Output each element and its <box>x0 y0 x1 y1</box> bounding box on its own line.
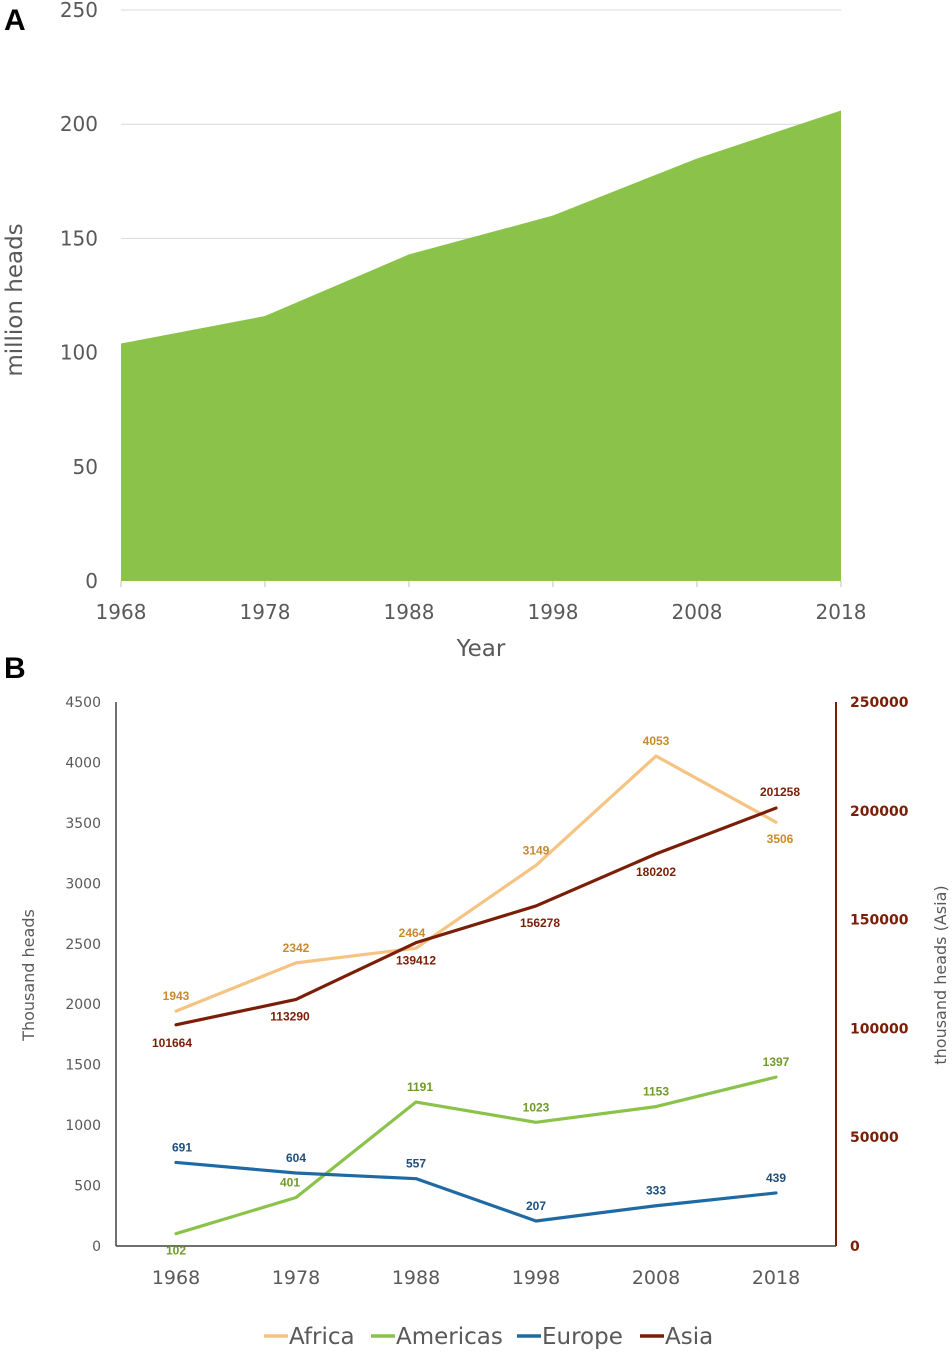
x-tick-label: 2018 <box>816 600 867 624</box>
right-tick-label: 50000 <box>850 1130 899 1146</box>
area-series <box>121 110 841 581</box>
x-tick-label: 1988 <box>392 1267 440 1289</box>
chart-a-y-axis-title: million heads <box>2 223 28 376</box>
x-tick-label: 1968 <box>152 1267 200 1289</box>
data-label-africa: 4053 <box>643 734 670 748</box>
series-line-americas <box>174 1075 778 1236</box>
right-tick-label: 200000 <box>850 804 909 820</box>
chart-b: B 0 500 1000 1500 2000 2500 3000 3500 4000 4500 0… <box>4 652 950 1350</box>
chart-b-right-ticks: 0 50000 100000 150000 200000 250000 <box>850 695 909 1255</box>
legend-label-americas: Americas <box>396 1324 503 1350</box>
chart-b-left-ticks: 0 500 1000 1500 2000 2500 3000 3500 4000 4500 <box>65 695 101 1255</box>
left-tick-label: 4500 <box>65 695 101 711</box>
data-label-americas: 1191 <box>407 1080 433 1094</box>
chart-b-series-lines <box>174 754 778 1236</box>
data-label-africa: 3149 <box>523 843 550 857</box>
y-tick-label: 50 <box>73 455 98 479</box>
chart-b-data-labels: 1943 2342 2464 3149 4053 3506 102 401 1191 1023 11… <box>152 734 800 1258</box>
left-tick-label: 3500 <box>65 816 101 832</box>
data-label-europe: 439 <box>766 1171 786 1185</box>
y-tick-label: 150 <box>60 226 98 250</box>
panel-a-label: A <box>4 4 26 37</box>
data-label-africa: 3506 <box>767 832 794 846</box>
x-tick-label: 1998 <box>512 1267 560 1289</box>
right-tick-label: 100000 <box>850 1021 909 1037</box>
legend-label-asia: Asia <box>665 1324 713 1350</box>
chart-a-y-ticks: 0 50 100 150 200 250 <box>60 0 98 593</box>
data-label-africa: 1943 <box>163 989 190 1003</box>
data-label-americas: 1023 <box>523 1100 550 1114</box>
right-tick-label: 250000 <box>850 695 909 711</box>
chart-a-x-axis-title: Year <box>456 636 506 662</box>
x-tick-label: 2018 <box>752 1267 800 1289</box>
data-label-asia: 201258 <box>760 785 800 799</box>
left-tick-label: 1500 <box>65 1058 101 1074</box>
series-line-africa <box>174 754 778 1013</box>
left-tick-label: 0 <box>92 1239 101 1255</box>
chart-b-left-axis-title: Thousand heads <box>19 909 38 1042</box>
chart-b-right-axis-title: thousand heads (Asia) <box>931 885 950 1064</box>
left-tick-label: 2000 <box>65 997 101 1013</box>
data-label-americas: 401 <box>280 1176 300 1190</box>
left-tick-label: 4000 <box>65 755 101 771</box>
data-label-asia: 180202 <box>636 865 676 879</box>
y-tick-label: 250 <box>60 0 98 22</box>
chart-a-area-layer <box>121 110 841 581</box>
x-tick-label: 1968 <box>96 600 147 624</box>
chart-b-x-ticks: 1968 1978 1988 1998 2008 2018 <box>152 1267 800 1289</box>
x-tick-label: 1978 <box>240 600 291 624</box>
left-tick-label: 2500 <box>65 937 101 953</box>
right-tick-label: 150000 <box>850 913 909 929</box>
chart-b-legend: Africa Americas Europe Asia <box>264 1324 713 1350</box>
right-tick-label: 0 <box>850 1239 860 1255</box>
data-label-europe: 333 <box>646 1184 666 1198</box>
y-tick-label: 100 <box>60 341 98 365</box>
data-label-asia: 113290 <box>270 1009 310 1023</box>
x-tick-label: 2008 <box>632 1267 680 1289</box>
left-tick-label: 3000 <box>65 876 101 892</box>
legend-label-africa: Africa <box>289 1324 355 1350</box>
data-label-europe: 557 <box>406 1157 426 1171</box>
data-label-europe: 207 <box>526 1199 546 1213</box>
data-label-asia: 139412 <box>396 954 436 968</box>
x-tick-label: 1978 <box>272 1267 320 1289</box>
data-label-americas: 1397 <box>763 1055 790 1069</box>
chart-a: A 0 50 100 150 200 250 1968 1978 1988 1998 2008 20… <box>2 0 866 662</box>
chart-a-x-ticks: 1968 1978 1988 1998 2008 2018 <box>96 581 867 624</box>
x-tick-label: 1988 <box>384 600 435 624</box>
data-label-europe: 604 <box>286 1151 306 1165</box>
x-tick-label: 1998 <box>528 600 579 624</box>
data-label-americas: 1153 <box>643 1085 669 1099</box>
data-label-asia: 101664 <box>152 1036 192 1050</box>
data-label-americas: 102 <box>166 1244 186 1258</box>
left-tick-label: 1000 <box>65 1118 101 1134</box>
data-label-africa: 2464 <box>399 926 426 940</box>
y-tick-label: 200 <box>60 112 98 136</box>
panel-b-label: B <box>4 652 26 685</box>
data-label-europe: 691 <box>172 1140 192 1154</box>
y-tick-label: 0 <box>85 569 98 593</box>
data-label-africa: 2342 <box>283 941 310 955</box>
series-line-asia <box>174 806 778 1027</box>
legend-label-europe: Europe <box>542 1324 623 1350</box>
left-tick-label: 500 <box>74 1179 101 1195</box>
data-label-asia: 156278 <box>520 916 560 930</box>
series-line-europe <box>174 1160 778 1223</box>
x-tick-label: 2008 <box>672 600 723 624</box>
